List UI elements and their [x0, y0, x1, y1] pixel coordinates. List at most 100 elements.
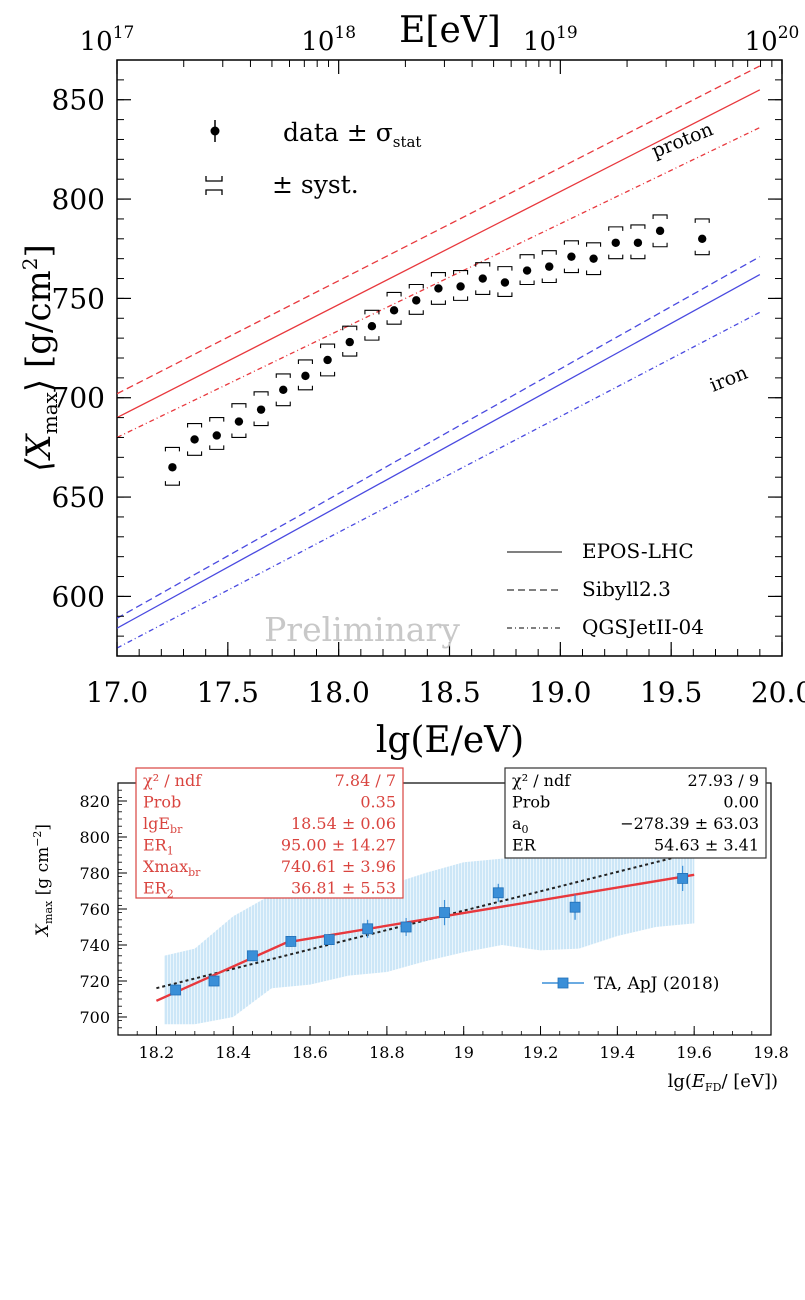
top-tick-exp-0: 17 [113, 23, 135, 43]
stat-label-text-5: ER [143, 879, 168, 898]
stat-label-text-0: χ² / ndf [512, 771, 571, 790]
syst-bracket-3 [231, 403, 247, 439]
top-tick-label-3: 1020 [745, 23, 800, 57]
syst-bracket-19 [586, 242, 602, 276]
iron-label: iron [707, 362, 751, 397]
bot-y-tick-label-0: 700 [79, 1008, 110, 1027]
data-point-13 [456, 282, 465, 291]
bottom-x-axis-label: lg(EFD/ [eV]) [668, 1071, 778, 1094]
bot-x-tick-label-6: 19.4 [600, 1043, 636, 1062]
bottom-data-points [170, 865, 689, 996]
stat-value-3: 95.00 ± 14.27 [281, 836, 396, 855]
x-tick-label-3: 18.5 [418, 676, 480, 709]
syst-bracket-8 [342, 325, 358, 357]
syst-bracket-11 [408, 283, 424, 315]
top-axis-title: E[eV] [399, 10, 501, 51]
bottom-legend: TA, ApJ (2018) [542, 974, 719, 994]
stat-label-text-3: ER [143, 836, 168, 855]
syst-bracket-23 [694, 218, 710, 256]
ta-point-7 [439, 907, 450, 918]
bottom-uncertainty-band [164, 831, 695, 1025]
top-tick-exp-3: 20 [778, 23, 800, 43]
legend-data-marker [210, 126, 220, 136]
ylabel-main: ⟨X [19, 432, 59, 471]
syst-bracket-5 [275, 373, 291, 407]
legend-qgsjet-label: QGSJetII-04 [582, 615, 704, 639]
stat-label-2: a0 [512, 814, 529, 836]
stat-label-0: χ² / ndf [512, 771, 571, 790]
stat-value-5: 36.81 ± 5.53 [291, 879, 396, 898]
stat-value-1: 0.00 [723, 793, 759, 812]
syst-bracket-22 [652, 214, 668, 248]
stat-label-text-2: a [512, 814, 522, 833]
model-line-4 [117, 256, 761, 619]
top-data-points [164, 214, 710, 486]
bot-x-tick-label-4: 19 [454, 1043, 474, 1062]
bot-ylabel-sup: −2 [31, 831, 44, 847]
legend-ta-marker [557, 977, 569, 989]
top-y-axis-label: ⟨Xmax⟩ [g/cm2] [18, 244, 62, 472]
ta-point-10 [677, 873, 689, 884]
stat-label-2: lgEbr [143, 814, 183, 836]
top-tick-label-0: 1017 [80, 23, 135, 57]
bot-ylabel-main: X [33, 923, 53, 938]
stat-value-1: 0.35 [360, 793, 396, 812]
ta-point-8 [492, 887, 504, 899]
bottom-axes: 18.2 18.4 18.6 18.8 19 19.2 19.4 19.6 19.8 700 720… [79, 782, 789, 1062]
bot-y-tick-label-6: 820 [79, 792, 110, 811]
syst-bracket-21 [630, 224, 646, 260]
bot-ylabel-sub: max [42, 900, 55, 924]
data-point-0 [168, 463, 177, 472]
bot-xlabel-e: E [691, 1071, 705, 1092]
top-tick-base-3: 10 [745, 27, 778, 57]
syst-bracket-13 [453, 270, 469, 301]
bot-xlabel-tail: / [eV]) [721, 1071, 778, 1092]
data-point-20 [611, 238, 620, 247]
y-tick-label-1: 650 [52, 481, 105, 514]
top-legend-models: EPOS-LHC Sibyll2.3 QGSJetII-04 [507, 539, 704, 639]
x-tick-label-0: 17.0 [86, 676, 148, 709]
syst-bracket-12 [430, 272, 446, 305]
stat-label-5: ER2 [143, 879, 174, 901]
ta-point-3 [285, 936, 297, 947]
top-tick-exp-2: 19 [556, 23, 578, 43]
data-point-22 [655, 226, 665, 236]
stat-label-0: χ² / ndf [143, 771, 202, 790]
bot-y-tick-label-5: 800 [79, 828, 110, 847]
top-tick-base-1: 10 [301, 27, 334, 57]
data-point-14 [478, 274, 487, 283]
syst-bracket-4 [253, 391, 269, 427]
bot-x-tick-label-7: 19.6 [676, 1043, 712, 1062]
top-model-lines [117, 65, 761, 649]
syst-bracket-6 [297, 359, 313, 391]
stat-label-4: Xmaxbr [143, 857, 201, 879]
stat-label-sub-3: 1 [167, 845, 174, 858]
syst-bracket-7 [320, 343, 336, 377]
data-point-17 [545, 262, 554, 271]
top-x-axis-label: lg(E/eV) [376, 720, 524, 761]
syst-bracket-18 [563, 240, 579, 274]
stat-label-3: ER1 [143, 836, 174, 858]
bot-ylabel-tail: [g cm [33, 847, 53, 901]
data-point-15 [500, 278, 510, 287]
stat-label-1: Prob [143, 793, 181, 812]
fit-stats-box-linear: χ² / ndf 27.93 / 9 Prob 0.00 a0 −278.39 ± 63.… [504, 767, 767, 859]
stat-value-3: 54.63 ± 3.41 [654, 836, 759, 855]
data-point-4 [256, 405, 266, 414]
syst-bracket-14 [475, 262, 491, 295]
ylabel-sub: max [38, 391, 62, 434]
x-tick-label-4: 19.0 [529, 676, 591, 709]
stat-label-sub-2: br [170, 823, 183, 836]
data-point-12 [434, 284, 443, 293]
y-tick-label-2: 700 [52, 382, 105, 415]
data-point-21 [633, 238, 643, 247]
data-point-2 [212, 431, 221, 440]
bot-x-tick-label-2: 18.6 [292, 1043, 328, 1062]
preliminary-watermark: Preliminary [264, 610, 460, 649]
y-tick-label-4: 800 [52, 183, 105, 216]
y-tick-label-0: 600 [52, 580, 105, 613]
legend-epos-label: EPOS-LHC [582, 539, 694, 563]
